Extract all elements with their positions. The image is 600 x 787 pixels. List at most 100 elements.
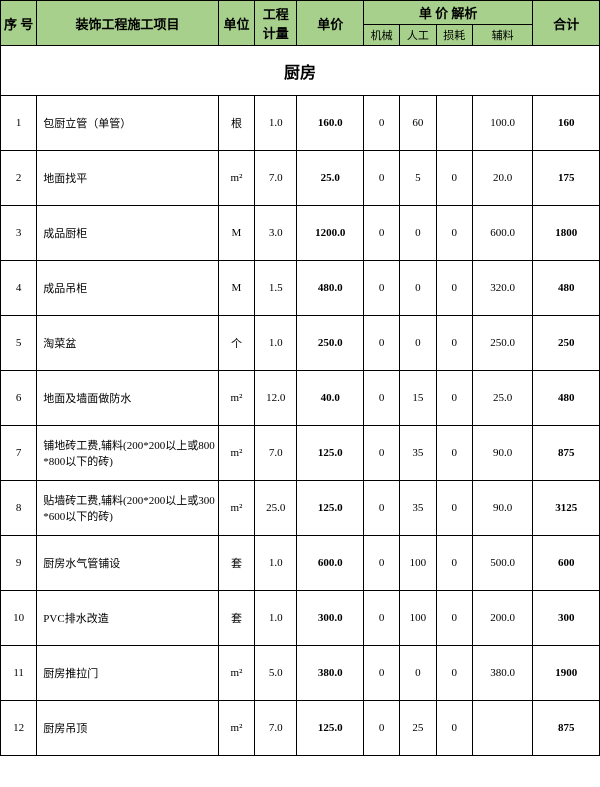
cell-name: 地面找平 (37, 151, 219, 206)
cell-labor: 0 (400, 261, 436, 316)
cell-total: 1800 (533, 206, 600, 261)
cell-unit: 套 (218, 536, 254, 591)
cell-unit: 根 (218, 96, 254, 151)
decoration-budget-table: 序 号 装饰工程施工项目 单位 工程计量 单价 单 价 解析 合计 机械 人工 … (0, 0, 600, 756)
cell-name: 厨房吊顶 (37, 701, 219, 756)
cell-price: 125.0 (297, 426, 364, 481)
cell-qty: 1.0 (255, 96, 297, 151)
cell-aux (472, 701, 533, 756)
cell-qty: 5.0 (255, 646, 297, 701)
cell-aux: 90.0 (472, 481, 533, 536)
col-qty: 工程计量 (255, 1, 297, 46)
cell-loss: 0 (436, 371, 472, 426)
cell-unit: m² (218, 371, 254, 426)
cell-seq: 12 (1, 701, 37, 756)
cell-price: 1200.0 (297, 206, 364, 261)
cell-name: 厨房推拉门 (37, 646, 219, 701)
cell-machine: 0 (363, 536, 399, 591)
cell-qty: 1.0 (255, 536, 297, 591)
cell-machine: 0 (363, 481, 399, 536)
cell-labor: 35 (400, 481, 436, 536)
cell-unit: m² (218, 426, 254, 481)
cell-labor: 5 (400, 151, 436, 206)
cell-name: 铺地砖工费,辅料(200*200以上或800*800以下的砖) (37, 426, 219, 481)
cell-seq: 4 (1, 261, 37, 316)
cell-aux: 500.0 (472, 536, 533, 591)
cell-price: 125.0 (297, 701, 364, 756)
cell-machine: 0 (363, 96, 399, 151)
cell-qty: 7.0 (255, 426, 297, 481)
table-row: 1包厨立管（单管）根1.0160.0060100.0160 (1, 96, 600, 151)
cell-machine: 0 (363, 261, 399, 316)
cell-loss: 0 (436, 151, 472, 206)
cell-unit: 个 (218, 316, 254, 371)
cell-labor: 15 (400, 371, 436, 426)
cell-qty: 1.5 (255, 261, 297, 316)
col-analysis: 单 价 解析 (363, 1, 532, 25)
cell-qty: 25.0 (255, 481, 297, 536)
table-row: 5淘菜盆个1.0250.0000250.0250 (1, 316, 600, 371)
cell-total: 3125 (533, 481, 600, 536)
cell-loss: 0 (436, 646, 472, 701)
cell-machine: 0 (363, 591, 399, 646)
cell-qty: 3.0 (255, 206, 297, 261)
cell-unit: M (218, 261, 254, 316)
cell-aux: 100.0 (472, 96, 533, 151)
cell-price: 40.0 (297, 371, 364, 426)
cell-loss: 0 (436, 206, 472, 261)
table-row: 4成品吊柜M1.5480.0000320.0480 (1, 261, 600, 316)
table-body: 厨房 1包厨立管（单管）根1.0160.0060100.01602地面找平m²7… (1, 46, 600, 756)
cell-seq: 7 (1, 426, 37, 481)
cell-name: 地面及墙面做防水 (37, 371, 219, 426)
cell-labor: 0 (400, 206, 436, 261)
cell-total: 1900 (533, 646, 600, 701)
cell-price: 250.0 (297, 316, 364, 371)
section-row: 厨房 (1, 46, 600, 96)
col-machine: 机械 (363, 25, 399, 46)
cell-labor: 35 (400, 426, 436, 481)
table-row: 12厨房吊顶m²7.0125.00250875 (1, 701, 600, 756)
cell-aux: 20.0 (472, 151, 533, 206)
table-row: 10PVC排水改造套1.0300.001000200.0300 (1, 591, 600, 646)
col-total: 合计 (533, 1, 600, 46)
cell-seq: 1 (1, 96, 37, 151)
cell-machine: 0 (363, 646, 399, 701)
cell-loss (436, 96, 472, 151)
col-labor: 人工 (400, 25, 436, 46)
col-unit: 单位 (218, 1, 254, 46)
cell-aux: 25.0 (472, 371, 533, 426)
cell-price: 380.0 (297, 646, 364, 701)
cell-qty: 7.0 (255, 151, 297, 206)
cell-unit: m² (218, 646, 254, 701)
cell-total: 875 (533, 426, 600, 481)
cell-qty: 7.0 (255, 701, 297, 756)
cell-price: 25.0 (297, 151, 364, 206)
cell-loss: 0 (436, 536, 472, 591)
cell-unit: m² (218, 701, 254, 756)
cell-labor: 0 (400, 316, 436, 371)
cell-seq: 5 (1, 316, 37, 371)
cell-name: 贴墙砖工费,辅料(200*200以上或300*600以下的砖) (37, 481, 219, 536)
cell-seq: 8 (1, 481, 37, 536)
cell-loss: 0 (436, 481, 472, 536)
cell-unit: m² (218, 481, 254, 536)
cell-aux: 200.0 (472, 591, 533, 646)
cell-price: 480.0 (297, 261, 364, 316)
cell-total: 875 (533, 701, 600, 756)
cell-labor: 100 (400, 536, 436, 591)
cell-labor: 25 (400, 701, 436, 756)
cell-machine: 0 (363, 206, 399, 261)
col-loss: 损耗 (436, 25, 472, 46)
cell-aux: 250.0 (472, 316, 533, 371)
cell-unit: m² (218, 151, 254, 206)
cell-price: 125.0 (297, 481, 364, 536)
cell-total: 160 (533, 96, 600, 151)
cell-qty: 1.0 (255, 591, 297, 646)
cell-seq: 9 (1, 536, 37, 591)
cell-price: 160.0 (297, 96, 364, 151)
cell-machine: 0 (363, 701, 399, 756)
cell-total: 600 (533, 536, 600, 591)
cell-machine: 0 (363, 151, 399, 206)
cell-name: 成品厨柜 (37, 206, 219, 261)
col-price: 单价 (297, 1, 364, 46)
